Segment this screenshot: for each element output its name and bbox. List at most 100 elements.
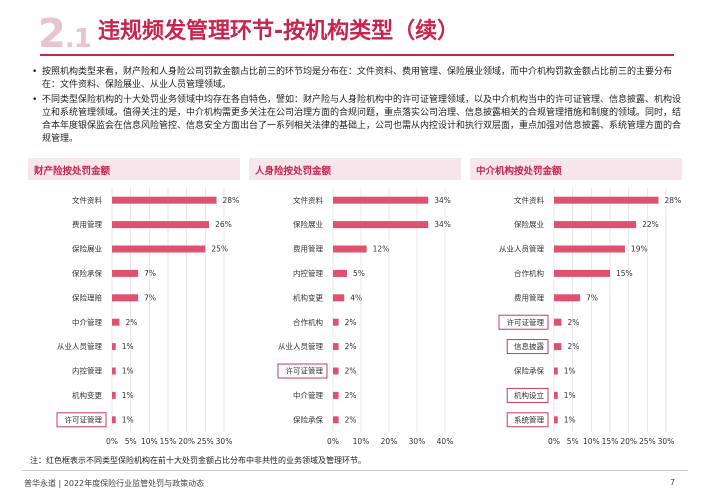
bar [112, 343, 116, 351]
bar [554, 196, 659, 204]
data-label: 7% [586, 293, 598, 302]
category-label: 从业人员管理 [278, 341, 323, 351]
section-number-sub: .1 [64, 24, 92, 54]
category-label: 合作机构 [293, 317, 323, 327]
bar [333, 245, 367, 253]
chart-panel-header: 中介机构按处罚金额 [470, 158, 682, 180]
data-label: 2% [345, 342, 357, 351]
summary-bullets: • 按照机构类型来看，财产险和人身险公司罚款金额占比前三的环节均是分布在：文件资料… [30, 66, 682, 148]
data-label: 2% [567, 342, 579, 351]
data-label: 25% [211, 245, 228, 254]
category-label: 许可证管理 [507, 317, 545, 327]
x-tick-label: 40% [437, 437, 454, 446]
highlight-box [506, 387, 549, 403]
bar-chart-life: 0% 10% 20% 30% 40% 34% 文件资料 34% 保险展业 12% 费用管理 5% 内控管… [277, 188, 454, 446]
highlight-box [277, 363, 328, 379]
category-label: 许可证管理 [65, 414, 103, 424]
bar [333, 343, 339, 351]
bar [554, 391, 558, 399]
data-label: 28% [665, 196, 682, 205]
category-label: 文件资料 [72, 195, 102, 205]
bar [333, 367, 339, 375]
bar [554, 318, 562, 326]
bar [554, 416, 558, 424]
chart-panel-life: 人身险按处罚金额 0% 10% 20% 30% 40% 34% 文件资料 34% 保险展业 12%… [249, 158, 461, 450]
x-tick-label: 15% [602, 437, 619, 446]
bullet-text: 不同类型保险机构的十大处罚业务领域中均存在各自特色，譬如：财产险与人身险机构中的… [42, 95, 682, 144]
bar [333, 221, 429, 229]
chart-title: 财产险按处罚金额 [34, 166, 111, 177]
data-label: 26% [215, 220, 232, 229]
data-label: 2% [567, 318, 579, 327]
bar [112, 294, 139, 302]
bar [112, 391, 116, 399]
footer-divider [22, 470, 688, 471]
bar [112, 318, 120, 326]
footer-text: 普华永道 | 2022年度保险行业监管处罚与政策动态 [24, 479, 205, 488]
bar [554, 221, 637, 229]
x-tick-label: 10% [141, 437, 158, 446]
bar [554, 294, 581, 302]
data-label: 1% [122, 342, 134, 351]
section-number-main: 2 [38, 11, 66, 57]
data-label: 7% [144, 293, 156, 302]
chart-panel-property: 财产险按处罚金额 0% 5% 10% 15% 20% 25% 30% 28% 文件资料 26% 费用… [28, 158, 240, 450]
bar [554, 367, 558, 375]
x-tick-label: 30% [658, 437, 675, 446]
chart-title: 人身险按处罚金额 [255, 166, 332, 177]
bar [333, 196, 429, 204]
data-label: 1% [564, 367, 576, 376]
data-label: 2% [345, 367, 357, 376]
data-label: 28% [223, 196, 240, 205]
category-label: 内控管理 [293, 268, 323, 278]
category-label: 信息披露 [514, 341, 544, 351]
category-label: 保险展业 [514, 219, 544, 229]
chart-panel-header: 财产险按处罚金额 [28, 158, 240, 180]
bullet-item: • 不同类型保险机构的十大处罚业务领域中均存在各自特色，譬如：财产险与人身险机构中… [30, 94, 682, 146]
bar [112, 196, 217, 204]
footnote: 注：红色框表示不同类型保险机构在前十大处罚金额占比分布中非共性的业务领域及管理环… [30, 456, 366, 465]
bar [554, 269, 610, 277]
data-label: 34% [434, 196, 451, 205]
highlight-box [506, 412, 549, 428]
bar [112, 367, 116, 375]
data-label: 1% [122, 415, 134, 424]
chart-panel-intermediary: 中介机构按处罚金额 0% 5% 10% 15% 20% 25% 30% 28% 文件资料 22% 保… [470, 158, 682, 450]
header-divider [40, 54, 674, 56]
x-tick-label: 30% [216, 437, 233, 446]
category-label: 机构变更 [293, 292, 323, 302]
category-label: 保险展业 [72, 244, 102, 254]
data-label: 2% [345, 415, 357, 424]
bullet-text: 按照机构类型来看，财产险和人身险公司罚款金额占比前三的环节均是分布在：文件资料、… [42, 67, 673, 90]
category-label: 机构变更 [72, 390, 102, 400]
category-label: 合作机构 [514, 268, 544, 278]
category-label: 中介管理 [72, 317, 102, 327]
bullet-item: • 按照机构类型来看，财产险和人身险公司罚款金额占比前三的环节均是分布在：文件资料… [30, 66, 682, 92]
bar [333, 294, 345, 302]
x-tick-label: 25% [639, 437, 656, 446]
data-label: 19% [631, 245, 648, 254]
x-tick-label: 0% [327, 437, 339, 446]
x-tick-label: 30% [409, 437, 426, 446]
page-number: 7 [670, 478, 676, 487]
data-label: 22% [642, 220, 659, 229]
category-label: 保险展业 [293, 219, 323, 229]
bar [112, 221, 210, 229]
bar-chart-property: 0% 5% 10% 15% 20% 25% 30%28%文件资料26%费用管理25%保险展业… [56, 188, 240, 446]
bar [112, 269, 139, 277]
x-tick-label: 0% [548, 437, 560, 446]
chart-title: 中介机构按处罚金额 [476, 166, 562, 177]
x-tick-label: 20% [178, 437, 195, 446]
category-label: 费用管理 [72, 219, 102, 229]
bar [333, 318, 339, 326]
data-label: 34% [434, 220, 451, 229]
x-tick-label: 0% [106, 437, 118, 446]
category-label: 内控管理 [72, 366, 102, 376]
bar [333, 391, 339, 399]
category-label: 保险承保 [514, 366, 544, 376]
category-label: 中介管理 [293, 390, 323, 400]
page-header: 2.1 违规频发管理环节-按机构类型（续） [0, 0, 710, 60]
bar [112, 245, 206, 253]
highlight-box [56, 412, 107, 428]
bullet-dot-icon: • [32, 95, 38, 105]
